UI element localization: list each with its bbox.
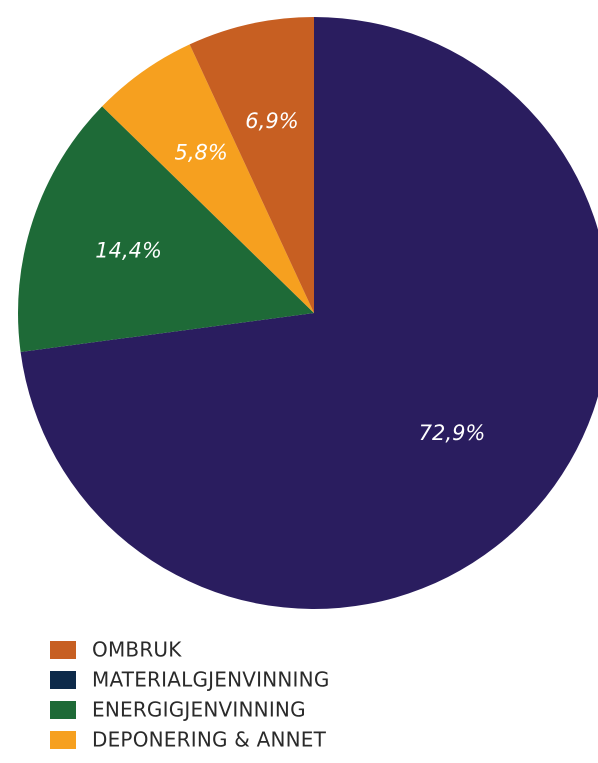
legend-swatch [50, 701, 76, 719]
legend-label: MATERIALGJENVINNING [92, 668, 330, 692]
legend-label: OMBRUK [92, 638, 182, 662]
legend-label: DEPONERING & ANNET [92, 728, 327, 752]
slice-label: 14,4% [95, 238, 162, 262]
slice-label: 72,9% [419, 421, 486, 445]
slice-label: 6,9% [245, 109, 298, 133]
pie-slice-deponering-annet [102, 44, 315, 313]
legend-label: ENERGIGJENVINNING [92, 698, 306, 722]
pie-slices [17, 16, 598, 609]
slice-labels: 72,9% 14,4% 5,8% 6,9% [95, 109, 485, 445]
pie-slice-materialgjenvinning [20, 17, 598, 609]
legend-swatch [50, 641, 76, 659]
pie-slice-energigjenvinning [17, 106, 314, 352]
legend-swatch [50, 731, 76, 749]
legend-swatch [50, 671, 76, 689]
legend: OMBRUK MATERIALGJENVINNING ENERGIGJENVINNI… [50, 638, 330, 752]
pie-slice-ombruk [189, 16, 314, 313]
slice-label: 5,8% [174, 141, 227, 165]
